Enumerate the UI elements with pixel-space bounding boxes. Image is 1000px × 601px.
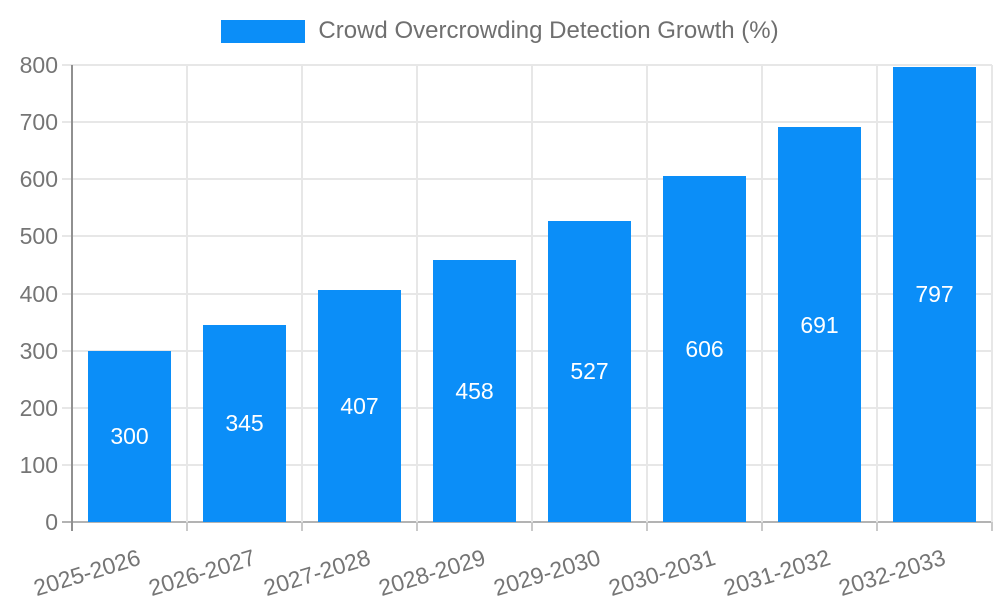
x-axis-category-label: 2025-2026 — [30, 544, 143, 601]
bar — [203, 324, 286, 522]
y-axis-tick-label: 600 — [19, 166, 58, 193]
x-axis-tick-mark — [301, 522, 303, 531]
bar — [548, 220, 631, 522]
x-axis-tick-mark — [761, 522, 763, 531]
x-axis-tick-mark — [646, 522, 648, 531]
bar-value-label: 300 — [110, 423, 149, 450]
bar — [778, 127, 861, 522]
x-gridline — [416, 65, 418, 522]
x-gridline — [991, 65, 993, 522]
bar-value-label: 458 — [455, 378, 494, 405]
y-gridline — [62, 292, 992, 295]
y-gridline — [62, 121, 992, 124]
x-gridline — [761, 65, 763, 522]
x-axis-tick-mark — [531, 522, 533, 531]
bar-value-label: 606 — [685, 335, 724, 362]
x-gridline — [876, 65, 878, 522]
x-axis-tick-mark — [186, 522, 188, 531]
x-axis-category-label: 2026-2027 — [145, 544, 258, 601]
y-gridline — [62, 235, 992, 238]
y-axis-line — [71, 65, 73, 531]
y-axis-tick-label: 500 — [19, 223, 58, 250]
bar-value-label: 407 — [340, 392, 379, 419]
x-axis-category-label: 2027-2028 — [260, 544, 373, 601]
y-axis-tick-label: 300 — [19, 337, 58, 364]
bar-value-label: 345 — [225, 410, 264, 437]
bar — [433, 260, 516, 522]
x-axis-category-label: 2029-2030 — [490, 544, 603, 601]
x-axis-tick-mark — [416, 522, 418, 531]
x-gridline — [186, 65, 188, 522]
x-axis-category-label: 2031-2032 — [720, 544, 833, 601]
y-gridline — [62, 64, 992, 66]
bar — [88, 350, 171, 522]
y-axis-tick-label: 100 — [19, 451, 58, 478]
y-gridline — [62, 406, 992, 409]
x-axis-category-label: 2028-2029 — [375, 544, 488, 601]
y-gridline — [62, 349, 992, 352]
bar-value-label: 797 — [915, 281, 954, 308]
y-axis-tick-label: 700 — [19, 109, 58, 136]
chart-legend: Crowd Overcrowding Detection Growth (%) — [0, 18, 1000, 44]
y-axis-tick-label: 0 — [45, 509, 58, 535]
x-gridline — [646, 65, 648, 522]
x-axis-tick-mark — [876, 522, 878, 531]
chart-title: Crowd Overcrowding Detection Growth (%) — [318, 17, 779, 44]
bar — [893, 66, 976, 522]
y-gridline — [62, 178, 992, 181]
bar-value-label: 691 — [800, 311, 839, 338]
x-baseline — [62, 521, 992, 523]
x-gridline — [531, 65, 533, 522]
x-axis-tick-mark — [991, 522, 993, 531]
y-axis-tick-label: 400 — [19, 280, 58, 307]
y-axis-tick-label: 200 — [19, 394, 58, 421]
bar — [663, 175, 746, 522]
x-axis-category-label: 2030-2031 — [605, 544, 718, 601]
legend-swatch — [221, 19, 306, 43]
x-gridline — [301, 65, 303, 522]
bar-value-label: 527 — [570, 358, 609, 385]
y-axis-tick-label: 800 — [19, 52, 58, 78]
bar — [318, 289, 401, 522]
y-gridline — [62, 463, 992, 466]
x-axis-category-label: 2032-2033 — [835, 544, 948, 601]
